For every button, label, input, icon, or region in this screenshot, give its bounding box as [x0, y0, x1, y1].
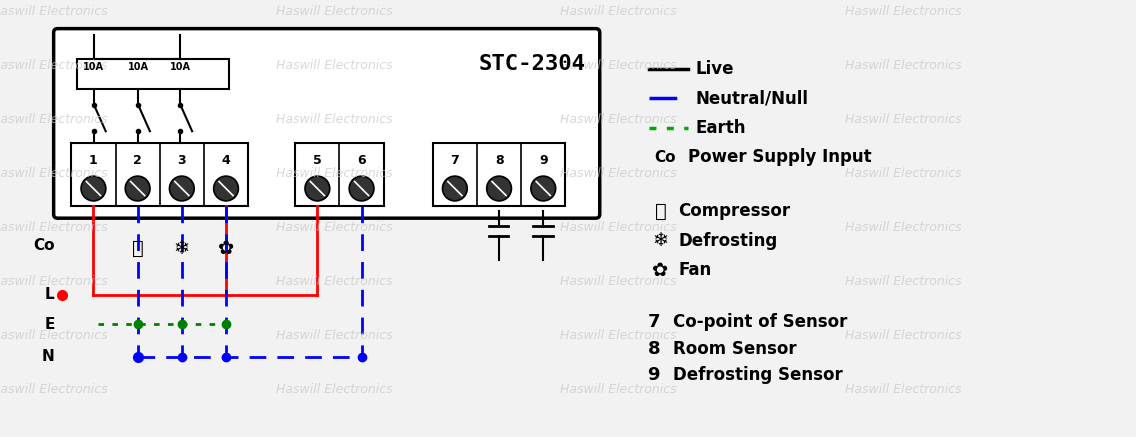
Text: 9: 9: [648, 366, 660, 384]
Text: Defrosting Sensor: Defrosting Sensor: [674, 366, 843, 384]
Text: 5: 5: [314, 154, 321, 167]
Text: STC-2304: STC-2304: [479, 54, 586, 74]
Text: 3: 3: [177, 154, 186, 167]
Text: Haswill Electronics: Haswill Electronics: [276, 275, 392, 288]
Text: Haswill Electronics: Haswill Electronics: [845, 59, 962, 72]
Text: Haswill Electronics: Haswill Electronics: [276, 383, 392, 396]
Text: 2: 2: [133, 154, 142, 167]
Text: Compressor: Compressor: [678, 202, 791, 220]
Bar: [72, 142, 248, 206]
Text: 7: 7: [648, 313, 660, 331]
Text: L: L: [45, 287, 55, 302]
Text: ✿: ✿: [652, 261, 669, 280]
Text: N: N: [42, 349, 55, 364]
Text: 🕯: 🕯: [654, 202, 667, 221]
Text: E: E: [44, 317, 55, 332]
Circle shape: [304, 176, 329, 201]
Circle shape: [443, 176, 467, 201]
Circle shape: [486, 176, 511, 201]
Circle shape: [81, 176, 106, 201]
Text: Haswill Electronics: Haswill Electronics: [845, 329, 962, 342]
Text: Haswill Electronics: Haswill Electronics: [0, 59, 108, 72]
Text: ✿: ✿: [218, 239, 234, 258]
Text: Co-point of Sensor: Co-point of Sensor: [674, 313, 847, 331]
Text: Haswill Electronics: Haswill Electronics: [845, 5, 962, 18]
Text: Haswill Electronics: Haswill Electronics: [276, 59, 392, 72]
Text: 10A: 10A: [127, 62, 149, 72]
Text: Haswill Electronics: Haswill Electronics: [845, 275, 962, 288]
Text: Haswill Electronics: Haswill Electronics: [560, 383, 677, 396]
Text: Haswill Electronics: Haswill Electronics: [0, 275, 108, 288]
Text: 1: 1: [89, 154, 98, 167]
Text: Haswill Electronics: Haswill Electronics: [560, 59, 677, 72]
Text: Haswill Electronics: Haswill Electronics: [845, 167, 962, 180]
Circle shape: [531, 176, 556, 201]
Text: Haswill Electronics: Haswill Electronics: [560, 113, 677, 126]
Circle shape: [169, 176, 194, 201]
Text: 10A: 10A: [83, 62, 105, 72]
Text: Power Supply Input: Power Supply Input: [688, 148, 871, 166]
Text: ❄: ❄: [652, 231, 669, 250]
Text: Haswill Electronics: Haswill Electronics: [0, 113, 108, 126]
Text: Haswill Electronics: Haswill Electronics: [276, 221, 392, 234]
Text: Neutral/Null: Neutral/Null: [696, 89, 809, 108]
Text: 6: 6: [357, 154, 366, 167]
Text: Haswill Electronics: Haswill Electronics: [276, 113, 392, 126]
Bar: [295, 142, 384, 206]
Text: Haswill Electronics: Haswill Electronics: [845, 383, 962, 396]
Text: Co: Co: [653, 150, 675, 165]
Text: Haswill Electronics: Haswill Electronics: [560, 5, 677, 18]
Bar: [77, 59, 229, 89]
Text: 8: 8: [648, 340, 660, 358]
Text: 🕯: 🕯: [132, 239, 143, 258]
Text: ❄: ❄: [174, 239, 190, 258]
Text: Earth: Earth: [696, 119, 746, 137]
Text: 7: 7: [451, 154, 459, 167]
Text: Haswill Electronics: Haswill Electronics: [845, 113, 962, 126]
Text: Haswill Electronics: Haswill Electronics: [560, 275, 677, 288]
Text: Fan: Fan: [678, 261, 711, 279]
Text: Haswill Electronics: Haswill Electronics: [276, 5, 392, 18]
Text: Room Sensor: Room Sensor: [674, 340, 797, 358]
Text: 9: 9: [538, 154, 548, 167]
Circle shape: [214, 176, 239, 201]
Text: Haswill Electronics: Haswill Electronics: [276, 329, 392, 342]
Text: Defrosting: Defrosting: [678, 232, 777, 250]
Text: Haswill Electronics: Haswill Electronics: [0, 383, 108, 396]
Text: Haswill Electronics: Haswill Electronics: [0, 5, 108, 18]
Text: 8: 8: [495, 154, 503, 167]
FancyBboxPatch shape: [53, 28, 600, 218]
Text: Haswill Electronics: Haswill Electronics: [0, 221, 108, 234]
Circle shape: [349, 176, 374, 201]
Text: Haswill Electronics: Haswill Electronics: [560, 221, 677, 234]
Text: Co: Co: [33, 238, 55, 253]
Text: 10A: 10A: [170, 62, 191, 72]
Text: Haswill Electronics: Haswill Electronics: [0, 167, 108, 180]
Text: Live: Live: [696, 60, 735, 78]
Circle shape: [125, 176, 150, 201]
Text: 4: 4: [222, 154, 231, 167]
Bar: [433, 142, 566, 206]
Text: Haswill Electronics: Haswill Electronics: [845, 221, 962, 234]
Text: Haswill Electronics: Haswill Electronics: [0, 329, 108, 342]
Text: Haswill Electronics: Haswill Electronics: [276, 167, 392, 180]
Text: Haswill Electronics: Haswill Electronics: [560, 329, 677, 342]
Text: Haswill Electronics: Haswill Electronics: [560, 167, 677, 180]
